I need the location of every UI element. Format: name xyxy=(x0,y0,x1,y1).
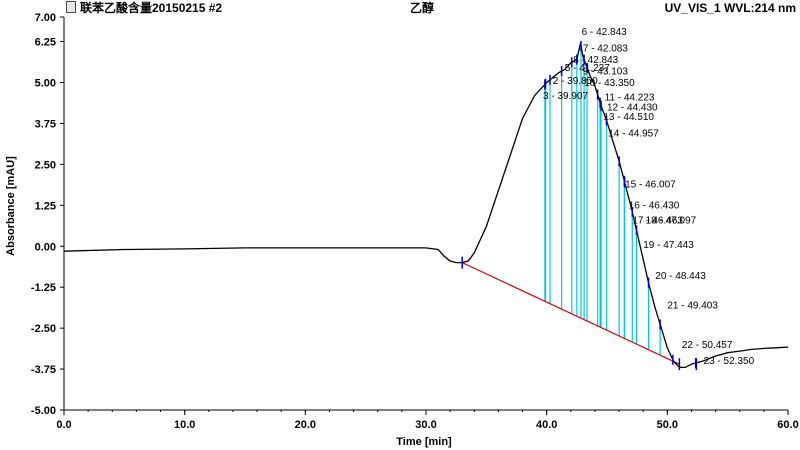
detector-label: UV_VIS_1 WVL:214 nm xyxy=(664,1,796,15)
x-axis-label: Time [min] xyxy=(396,436,452,448)
y-axis-label: Absorbance [mAU] xyxy=(5,156,17,256)
y-tick-label: -1.25 xyxy=(31,282,56,294)
peak-annotation: 17 - 46.463 xyxy=(632,215,683,226)
peak-annotation: 10 - 43.350 xyxy=(584,78,635,89)
peak-annotation: 11 - 44.223 xyxy=(605,93,655,104)
peak-annotation: 8 - 42.843 xyxy=(573,55,618,66)
peak-annotation: 15 - 46.007 xyxy=(625,179,676,190)
y-tick-label: 5.00 xyxy=(35,78,56,90)
peak-annotation: 19 - 47.443 xyxy=(643,240,694,251)
y-tick-label: 0.00 xyxy=(35,241,56,253)
peak-annotation: 14 - 44.957 xyxy=(608,129,659,140)
peak-annotation: 20 - 48.443 xyxy=(655,271,706,282)
y-tick-label: 3.75 xyxy=(35,118,56,130)
x-tick-label: 10.0 xyxy=(174,419,195,431)
signal-layer xyxy=(63,43,789,369)
peak-annotation: 7 - 42.083 xyxy=(583,43,628,54)
peak-annotation: 13 - 44.510 xyxy=(603,112,654,123)
peak-fill-lines xyxy=(544,46,697,365)
peak-annotation: 23 - 52.350 xyxy=(704,356,755,367)
document-icon xyxy=(66,1,76,13)
x-tick-label: 20.0 xyxy=(295,419,316,431)
y-tick-label: 7.00 xyxy=(35,12,56,24)
peak-annotation: 6 - 42.843 xyxy=(582,27,627,38)
y-tick-label: -2.50 xyxy=(31,323,56,335)
peak-annotation: 12 - 44.430 xyxy=(607,102,658,113)
x-tick-label: 50.0 xyxy=(657,419,678,431)
peak-annotation: 2 - 39.850 xyxy=(553,76,598,87)
signal-trace xyxy=(63,43,789,369)
peak-annotation: 21 - 49.403 xyxy=(667,300,718,311)
y-tick-label: -5.00 xyxy=(31,405,56,417)
y-tick-label: 1.25 xyxy=(35,200,56,212)
sample-name: 联苯乙酸含量20150215 #2 xyxy=(80,1,223,15)
peak-annotation: 18 - 47.097 xyxy=(646,215,697,226)
y-tick-label: 6.25 xyxy=(35,37,56,49)
baseline-layer xyxy=(461,262,680,365)
solvent-label: 乙醇 xyxy=(410,1,435,15)
x-tick-label: 0.0 xyxy=(56,419,71,431)
x-tick-label: 60.0 xyxy=(777,419,798,431)
peak-annotation: 5 - 41.237 xyxy=(565,63,610,74)
peak-annotation: 22 - 50.457 xyxy=(682,340,733,351)
peak-markers xyxy=(461,41,698,371)
x-tick-label: 40.0 xyxy=(536,419,557,431)
axes: -5.00 -3.75 -2.50 -1.25 0.00 1.25 2.50 3.75 5.00… xyxy=(31,12,799,431)
y-tick-label: 2.50 xyxy=(35,159,56,171)
peak-annotation: 16 - 46.430 xyxy=(629,201,680,212)
integration-baseline xyxy=(461,262,680,365)
peak-annotation: 9 - 43.103 xyxy=(583,66,628,77)
x-tick-label: 30.0 xyxy=(415,419,436,431)
y-tick-label: -3.75 xyxy=(31,364,56,376)
peak-annotation: 3 - 39.907 xyxy=(543,91,588,102)
chromatogram-title: 联苯乙酸含量20150215 #2 xyxy=(66,0,222,16)
